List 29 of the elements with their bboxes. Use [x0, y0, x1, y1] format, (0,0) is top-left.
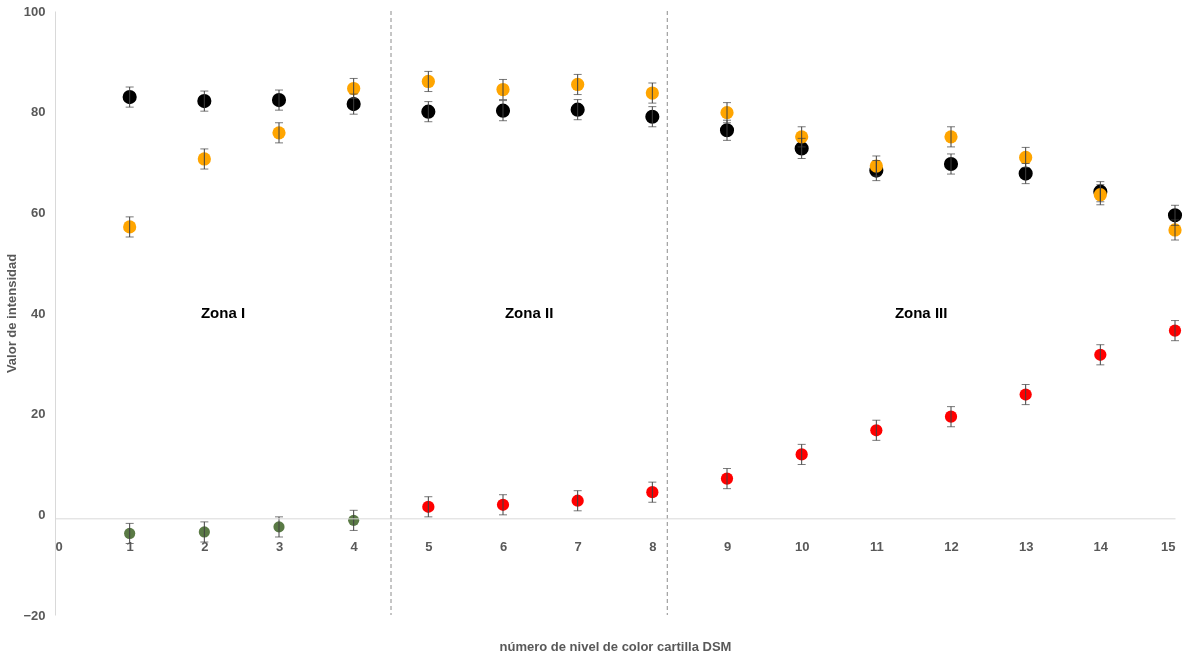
x-tick-label: 15: [1161, 538, 1176, 554]
x-tick-label: 7: [574, 538, 582, 554]
y-tick-label: 40: [31, 305, 46, 321]
x-tick-label: 12: [944, 538, 959, 554]
x-tick-label: 11: [869, 538, 884, 554]
y-tick-label: 20: [31, 406, 46, 422]
x-tick-label: 0: [55, 538, 63, 554]
x-tick-label: 3: [275, 538, 284, 554]
x-axis-title: número de nivel de color cartilla DSM: [499, 638, 732, 654]
x-tick-label: 8: [649, 538, 657, 554]
x-tick-label: 4: [350, 538, 359, 554]
x-tick-label: 10: [794, 538, 810, 554]
x-tick-label: 9: [723, 538, 732, 554]
x-tick-label: 5: [425, 538, 433, 554]
x-tick-label: 14: [1093, 538, 1109, 554]
y-tick-label: 0: [38, 506, 46, 522]
annotation: Zona I: [200, 304, 246, 321]
x-tick-label: 6: [499, 538, 508, 554]
x-tick-label: 2: [201, 538, 209, 554]
y-tick-label: 80: [31, 104, 46, 120]
annotation: Zona II: [504, 304, 554, 321]
y-tick-label: 60: [31, 204, 46, 220]
point: [1093, 188, 1107, 202]
y-tick-label: 100: [23, 3, 46, 19]
point: [122, 90, 137, 105]
y-tick-label: −20: [23, 607, 46, 623]
x-tick-label: 13: [1018, 538, 1034, 554]
y-axis-title: Valor de intensidad: [4, 253, 20, 374]
annotation: Zona III: [894, 304, 948, 321]
